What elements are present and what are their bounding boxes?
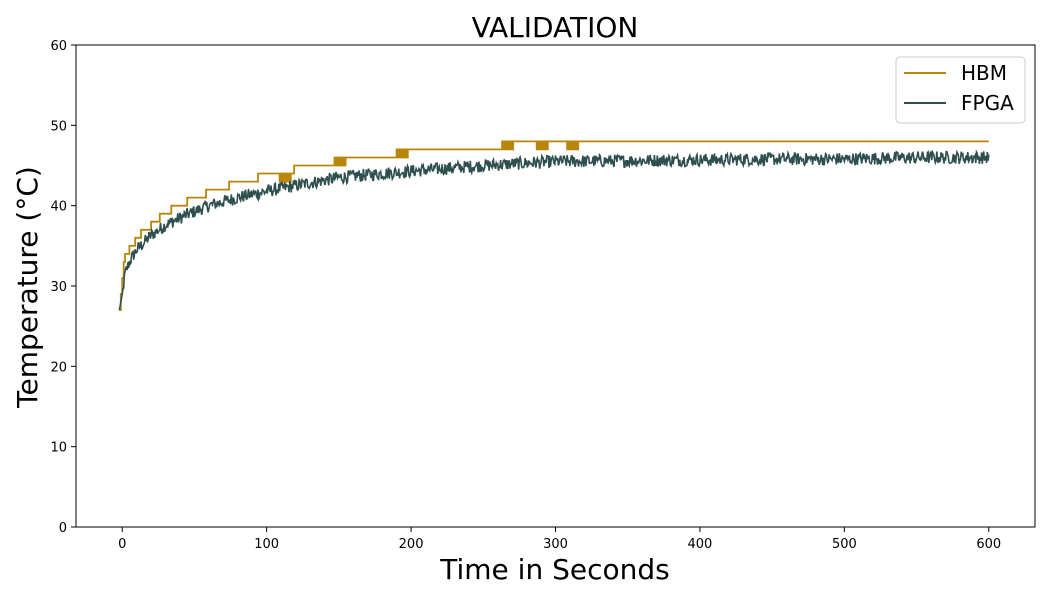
series-line-fpga [118,149,990,311]
y-axis-title: Temperature (°C) [11,166,44,409]
x-tick-label: 100 [254,537,279,552]
axes-layer: 0 100 200 300 400 500 600 0 10 20 30 40 50 60 [50,39,1036,552]
y-tick-label: 40 [50,200,67,215]
y-tick-label: 50 [50,119,67,134]
x-tick-label: 400 [688,537,713,552]
chart-title: VALIDATION [472,11,639,44]
x-tick-label: 0 [118,537,126,552]
x-tick-label: 200 [399,537,424,552]
plot-frame [75,44,1036,528]
series-line-hbm [119,140,989,311]
x-tick-label: 500 [832,537,857,552]
x-axis-title: Time in Seconds [439,553,669,586]
y-tick-label: 30 [50,280,67,295]
y-tick-label: 10 [50,441,67,456]
series-layer [118,140,990,311]
y-tick-label: 0 [59,521,67,536]
legend: HBM FPGA [895,56,1026,124]
y-tick-label: 20 [50,360,67,375]
legend-label-hbm: HBM [961,61,1007,85]
legend-label-fpga: FPGA [961,91,1014,115]
x-tick-label: 600 [976,537,1001,552]
x-tick-label: 300 [543,537,568,552]
y-tick-label: 60 [50,39,67,54]
